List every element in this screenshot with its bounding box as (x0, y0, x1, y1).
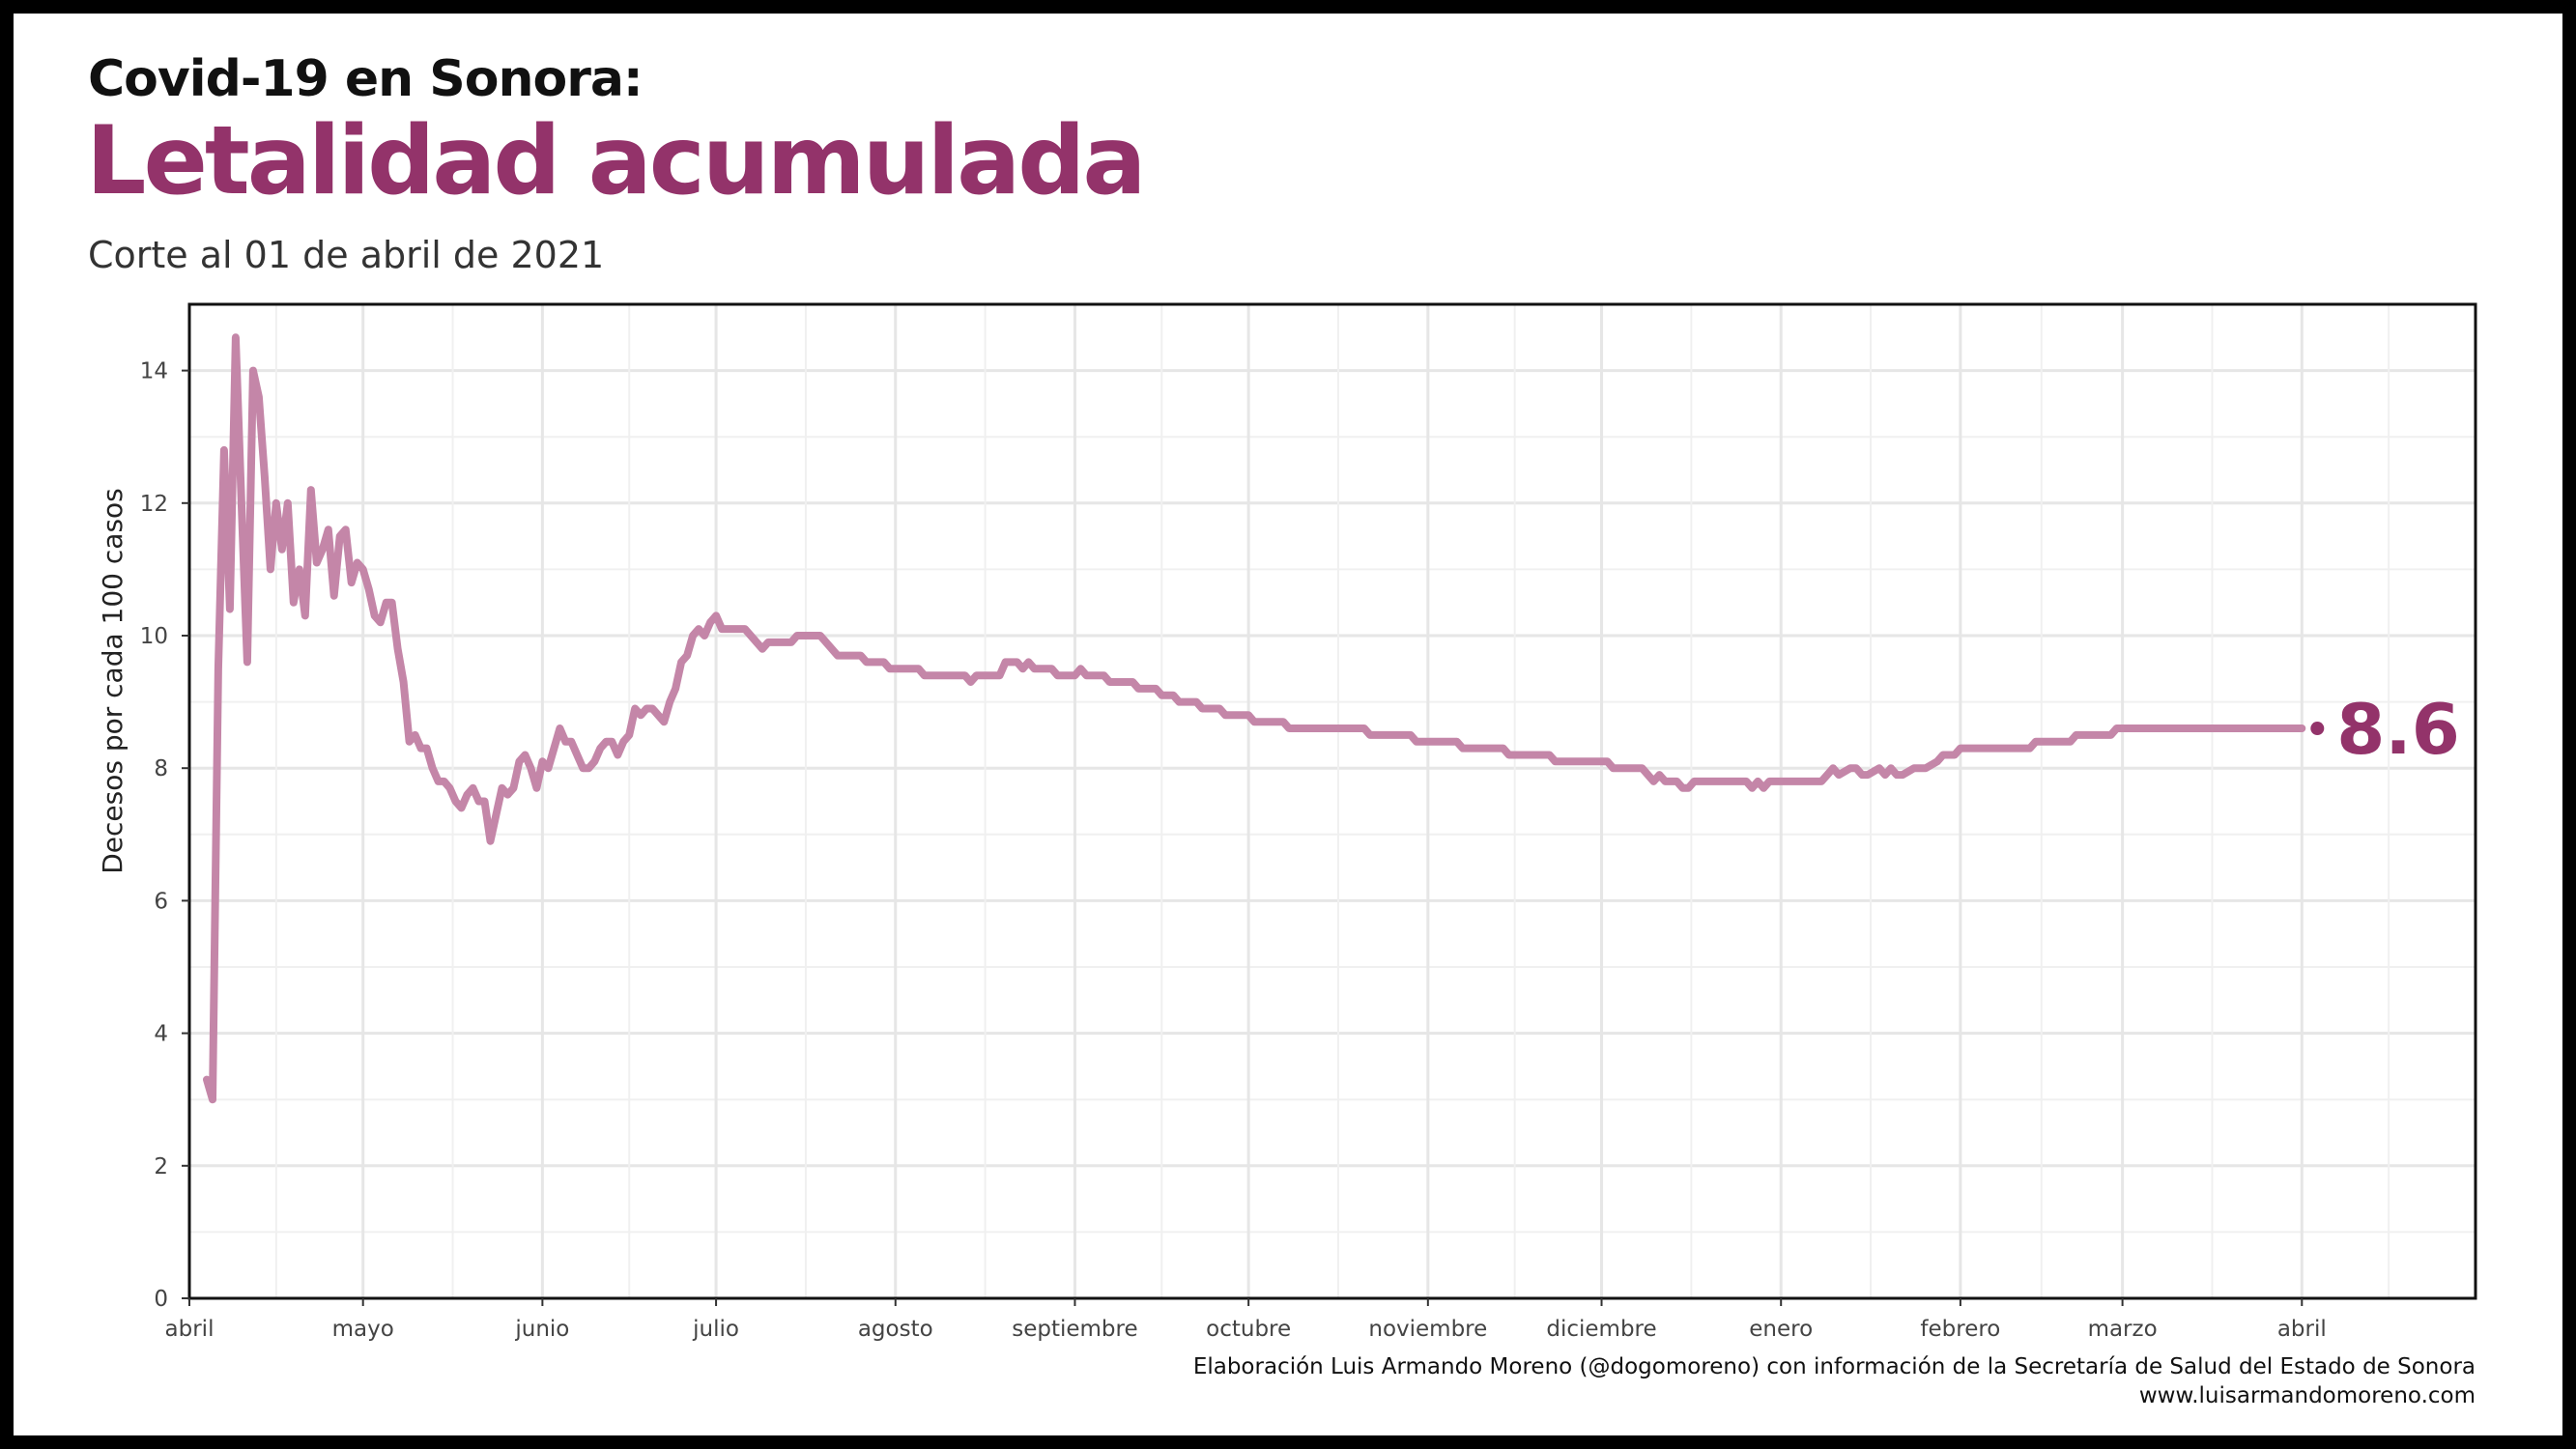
x-tick-label: abril (165, 1317, 215, 1342)
y-tick-label: 2 (154, 1154, 168, 1179)
chart-supertitle: Covid-19 en Sonora: (88, 50, 644, 108)
series-line (203, 333, 2306, 1104)
x-tick-label: junio (514, 1317, 569, 1342)
x-tick-label: mayo (332, 1317, 394, 1342)
chart-subtitle: Corte al 01 de abril de 2021 (88, 234, 605, 276)
grid-lines (187, 304, 2476, 1300)
end-value-label: 8.6 (2336, 689, 2460, 770)
x-tick-label: abril (2277, 1317, 2327, 1342)
y-tick-label: 0 (154, 1287, 168, 1312)
x-tick-label: enero (1749, 1317, 1813, 1342)
y-axis-label: Decesos por cada 100 casos (97, 488, 129, 874)
y-tick-label: 12 (140, 492, 168, 517)
x-tick-label: noviembre (1368, 1317, 1487, 1342)
x-tick-label: marzo (2088, 1317, 2158, 1342)
source-caption: Elaboración Luis Armando Moreno (@dogomo… (1192, 1354, 2476, 1379)
x-tick-label: diciembre (1546, 1317, 1656, 1342)
end-point (2310, 722, 2325, 736)
y-tick-label: 4 (154, 1022, 168, 1047)
y-axis: 0 2 4 6 8 10 12 14 (140, 359, 189, 1312)
plot-panel (187, 302, 2477, 1300)
chart-title: Letalidad acumulada (86, 106, 1146, 216)
source-url: www.luisarmandomoreno.com (2138, 1383, 2476, 1408)
y-tick-label: 8 (154, 756, 168, 781)
x-tick-label: septiembre (1012, 1317, 1137, 1342)
x-tick-label: febrero (1920, 1317, 2000, 1342)
y-tick-label: 10 (140, 624, 168, 649)
x-tick-label: agosto (858, 1317, 933, 1342)
x-tick-label: julio (692, 1317, 739, 1342)
x-tick-label: octubre (1206, 1317, 1291, 1342)
y-tick-label: 14 (140, 359, 168, 384)
y-tick-label: 6 (154, 889, 168, 914)
x-axis: abril mayo junio julio agosto septiembre octub… (165, 1298, 2327, 1342)
